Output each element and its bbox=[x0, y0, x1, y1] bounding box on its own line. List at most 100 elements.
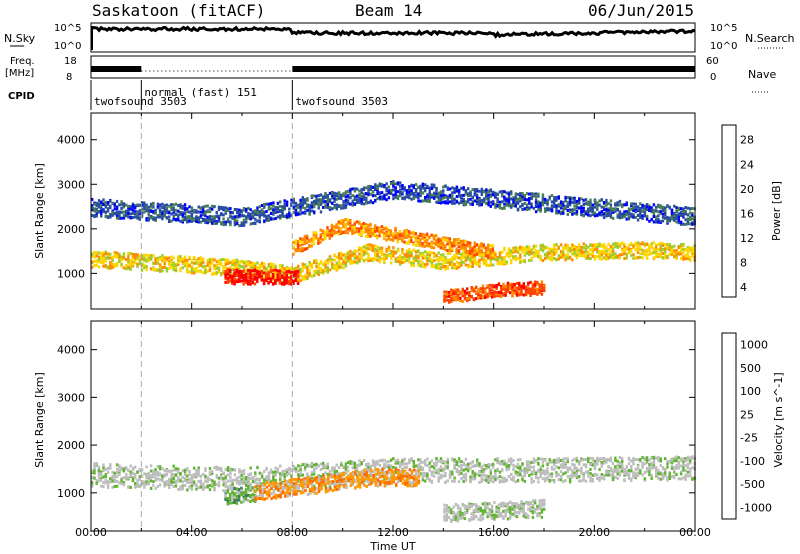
data-cell bbox=[170, 265, 173, 269]
data-cell bbox=[319, 193, 323, 197]
data-cell bbox=[308, 272, 311, 276]
data-cell bbox=[297, 277, 300, 281]
data-cell bbox=[541, 197, 545, 201]
data-cell bbox=[659, 219, 662, 223]
data-cell bbox=[242, 223, 246, 227]
data-cell bbox=[686, 246, 690, 250]
data-cell bbox=[589, 203, 592, 207]
data-cell bbox=[382, 234, 386, 238]
data-cell bbox=[636, 250, 640, 254]
data-cell bbox=[503, 256, 506, 260]
data-cell bbox=[557, 257, 560, 261]
data-cell bbox=[538, 288, 541, 292]
data-cell bbox=[394, 229, 397, 233]
data-cell bbox=[643, 253, 647, 257]
data-cell bbox=[428, 186, 431, 190]
data-cell bbox=[407, 233, 411, 237]
data-cell bbox=[451, 194, 454, 198]
data-cell bbox=[534, 203, 538, 207]
data-cell bbox=[528, 250, 531, 254]
data-cell bbox=[204, 210, 207, 214]
data-cell bbox=[342, 222, 345, 226]
data-cell bbox=[506, 285, 510, 289]
noise-tick-left-bottom: 10^0 bbox=[54, 41, 81, 52]
data-cell bbox=[355, 220, 359, 224]
data-cell bbox=[95, 263, 98, 267]
data-cell bbox=[482, 262, 486, 265]
data-cell bbox=[596, 201, 599, 205]
data-cell bbox=[484, 292, 487, 296]
data-cell bbox=[468, 296, 471, 300]
data-cell bbox=[408, 259, 411, 263]
data-cell bbox=[589, 201, 592, 205]
data-cell bbox=[505, 191, 508, 195]
data-cell bbox=[519, 255, 522, 259]
data-cell bbox=[240, 222, 243, 226]
data-cell bbox=[533, 291, 537, 295]
data-cell bbox=[469, 191, 472, 195]
data-cell bbox=[414, 236, 417, 240]
data-cell bbox=[374, 186, 377, 190]
data-cell bbox=[224, 273, 227, 277]
data-cell bbox=[369, 258, 372, 262]
data-cell bbox=[564, 258, 567, 262]
data-cell bbox=[315, 199, 318, 203]
data-cell bbox=[550, 200, 554, 204]
data-cell bbox=[127, 206, 130, 210]
data-cell bbox=[571, 208, 574, 212]
data-cell bbox=[605, 207, 608, 211]
data-cell bbox=[459, 240, 463, 244]
data-cell bbox=[118, 214, 121, 218]
data-cell bbox=[405, 195, 409, 199]
data-cell bbox=[442, 196, 445, 200]
data-cell bbox=[505, 260, 508, 264]
data-cell bbox=[616, 201, 619, 205]
data-cell bbox=[122, 266, 126, 270]
data-cell bbox=[462, 248, 465, 252]
data-cell bbox=[127, 261, 130, 265]
data-cell bbox=[405, 230, 408, 234]
data-cell bbox=[283, 214, 286, 218]
data-cell bbox=[360, 226, 363, 230]
data-cell bbox=[213, 205, 216, 209]
data-cell bbox=[161, 269, 164, 273]
data-cell bbox=[454, 298, 458, 302]
data-cell bbox=[691, 222, 694, 226]
data-cell bbox=[95, 214, 98, 218]
data-cell bbox=[331, 266, 334, 270]
data-cell bbox=[539, 255, 542, 258]
data-cell bbox=[528, 259, 531, 262]
data-cell bbox=[511, 290, 514, 294]
data-cell bbox=[623, 215, 626, 219]
data-cell bbox=[299, 244, 302, 247]
data-cell bbox=[473, 249, 476, 253]
data-cell bbox=[134, 254, 137, 258]
data-cell bbox=[426, 238, 429, 242]
data-cell bbox=[566, 243, 569, 247]
data-cell bbox=[140, 207, 144, 211]
data-cell bbox=[109, 266, 112, 270]
data-cell bbox=[183, 259, 187, 263]
data-cell bbox=[365, 201, 368, 204]
data-cell bbox=[181, 213, 184, 217]
data-cell bbox=[677, 245, 680, 249]
data-cell bbox=[326, 258, 329, 262]
data-cell bbox=[473, 253, 476, 257]
data-cell bbox=[143, 207, 146, 211]
data-cell bbox=[573, 247, 576, 251]
data-cell bbox=[149, 209, 153, 213]
data-cell bbox=[392, 232, 395, 236]
data-cell bbox=[229, 215, 232, 219]
data-cell bbox=[328, 232, 331, 236]
data-cell bbox=[353, 226, 356, 230]
data-cell bbox=[392, 188, 395, 192]
data-cell bbox=[533, 280, 537, 284]
data-cell bbox=[494, 205, 497, 209]
data-cell bbox=[525, 192, 529, 196]
data-cell bbox=[442, 185, 445, 189]
data-cell bbox=[607, 256, 610, 260]
data-cell bbox=[253, 275, 257, 279]
data-cell bbox=[498, 256, 502, 260]
data-cell bbox=[466, 291, 469, 295]
data-cell bbox=[627, 247, 631, 251]
